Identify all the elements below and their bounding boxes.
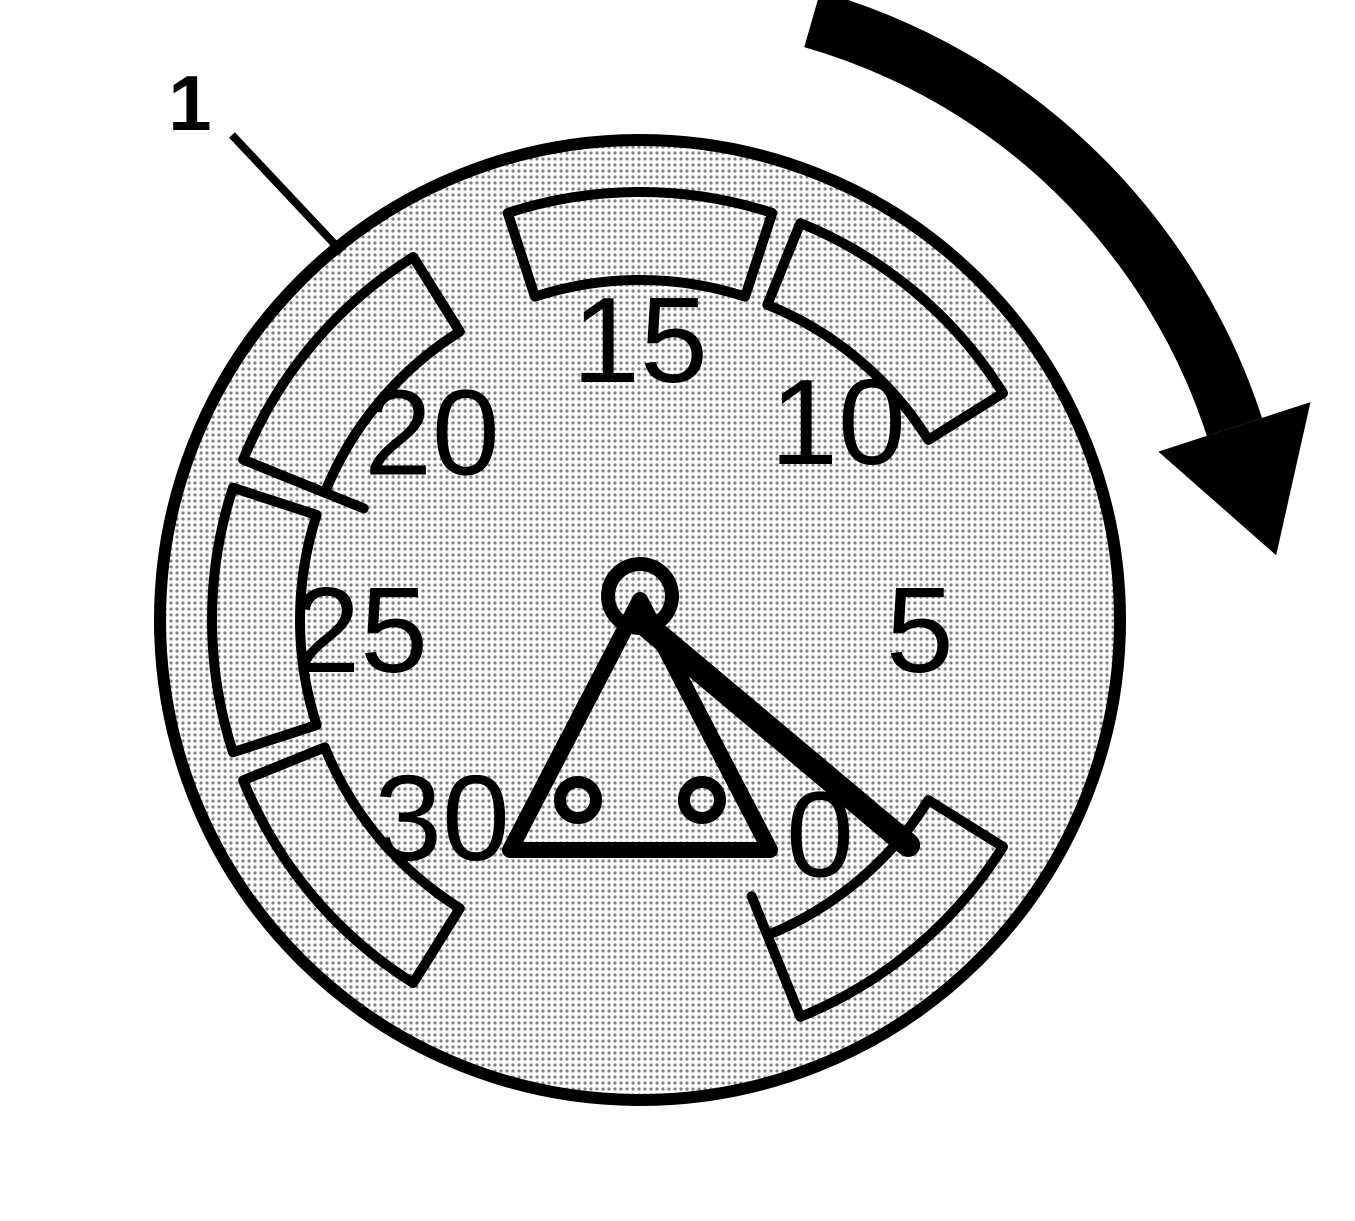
numeral-10: 10 [770, 354, 906, 490]
numeral-25: 25 [292, 562, 428, 698]
numeral-30: 30 [374, 750, 510, 886]
numeral-15: 15 [572, 272, 708, 408]
numeral-20: 20 [364, 365, 500, 501]
numeral-5: 5 [886, 562, 954, 698]
figure-number: 1 [168, 59, 211, 147]
